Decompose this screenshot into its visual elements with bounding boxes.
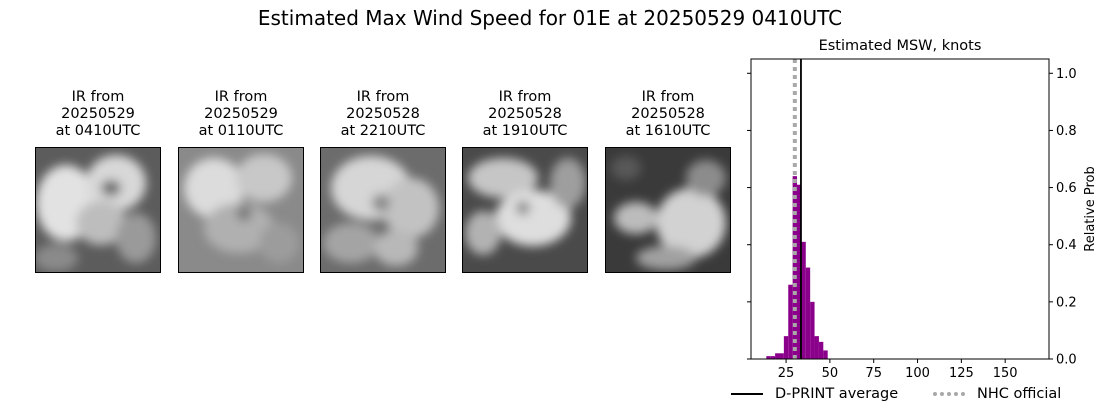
legend-label-nhc: NHC official (977, 386, 1062, 402)
histogram-bar-8 (801, 241, 806, 359)
ir-panel-2: IR from 20250529 at 0110UTC (176, 89, 306, 273)
histogram-bar-7 (797, 184, 802, 359)
x-tick-label-5: 150 (993, 366, 1018, 381)
x-tick-label-4: 125 (949, 366, 974, 381)
histogram-bar-3 (779, 353, 784, 359)
x-tick-label-1: 50 (822, 366, 839, 381)
legend-item-nhc: NHC official (933, 386, 1061, 402)
ir-satellite-image (35, 147, 161, 273)
y-tick-label-5: 1.0 (1056, 67, 1077, 82)
ir-panel-caption: IR from 20250529 at 0410UTC (55, 89, 141, 139)
histogram-bar-11 (814, 336, 819, 359)
y-tick-label-4: 0.8 (1056, 124, 1077, 139)
chart-title: Estimated MSW, knots (819, 38, 982, 54)
reference-lines (792, 59, 802, 359)
ir-panel-caption: IR from 20250529 at 0110UTC (198, 89, 284, 139)
histogram-bar-13 (823, 350, 828, 359)
ir-panel-caption: IR from 20250528 at 2210UTC (340, 89, 426, 139)
ir-panel-5: IR from 20250528 at 1610UTC (603, 89, 733, 273)
y-tick-label-1: 0.2 (1056, 295, 1077, 310)
histogram-bar-10 (810, 301, 815, 359)
ir-satellite-image (462, 147, 588, 273)
chart-axes: 25 50 75 100 125 150 0.0 0.2 0.4 0.6 0.8 1.0 (747, 58, 1077, 381)
ir-satellite-image (320, 147, 446, 273)
x-tick-label-0: 25 (778, 366, 795, 381)
y-tick-label-2: 0.4 (1056, 238, 1077, 253)
ir-panel-4: IR from 20250528 at 1910UTC (460, 89, 590, 273)
ir-panel-1: IR from 20250529 at 0410UTC (33, 89, 163, 273)
histogram-bars (766, 176, 828, 359)
figure-title: Estimated Max Wind Speed for 01E at 2025… (257, 6, 843, 30)
histogram-bar-4 (783, 336, 789, 359)
chart-legend: D-PRINT average NHC official (728, 386, 1088, 406)
legend-swatch-dotted-line (933, 392, 965, 396)
ir-panel-caption: IR from 20250528 at 1610UTC (625, 89, 711, 139)
ir-panel-3: IR from 20250528 at 2210UTC (318, 89, 448, 273)
histogram-bar-5 (788, 284, 793, 359)
ir-satellite-image (178, 147, 304, 273)
x-tick-label-3: 100 (905, 366, 930, 381)
legend-label-dprint: D-PRINT average (775, 386, 899, 402)
legend-swatch-solid-line (731, 393, 763, 395)
histogram-bar-2 (775, 353, 780, 359)
y-tick-label-3: 0.6 (1056, 181, 1077, 196)
histogram-bar-9 (805, 267, 811, 359)
histogram-bar-12 (818, 341, 824, 359)
histogram-bar-1 (770, 356, 776, 359)
histogram-bar-0 (766, 356, 771, 359)
legend-item-dprint: D-PRINT average (731, 386, 898, 402)
x-tick-label-2: 75 (865, 366, 882, 381)
plot-frame (750, 58, 1050, 360)
y-tick-label-0: 0.0 (1056, 353, 1077, 368)
y-axis-label: Relative Prob (1083, 166, 1098, 251)
ir-panel-caption: IR from 20250528 at 1910UTC (482, 89, 568, 139)
ir-satellite-image (605, 147, 731, 273)
